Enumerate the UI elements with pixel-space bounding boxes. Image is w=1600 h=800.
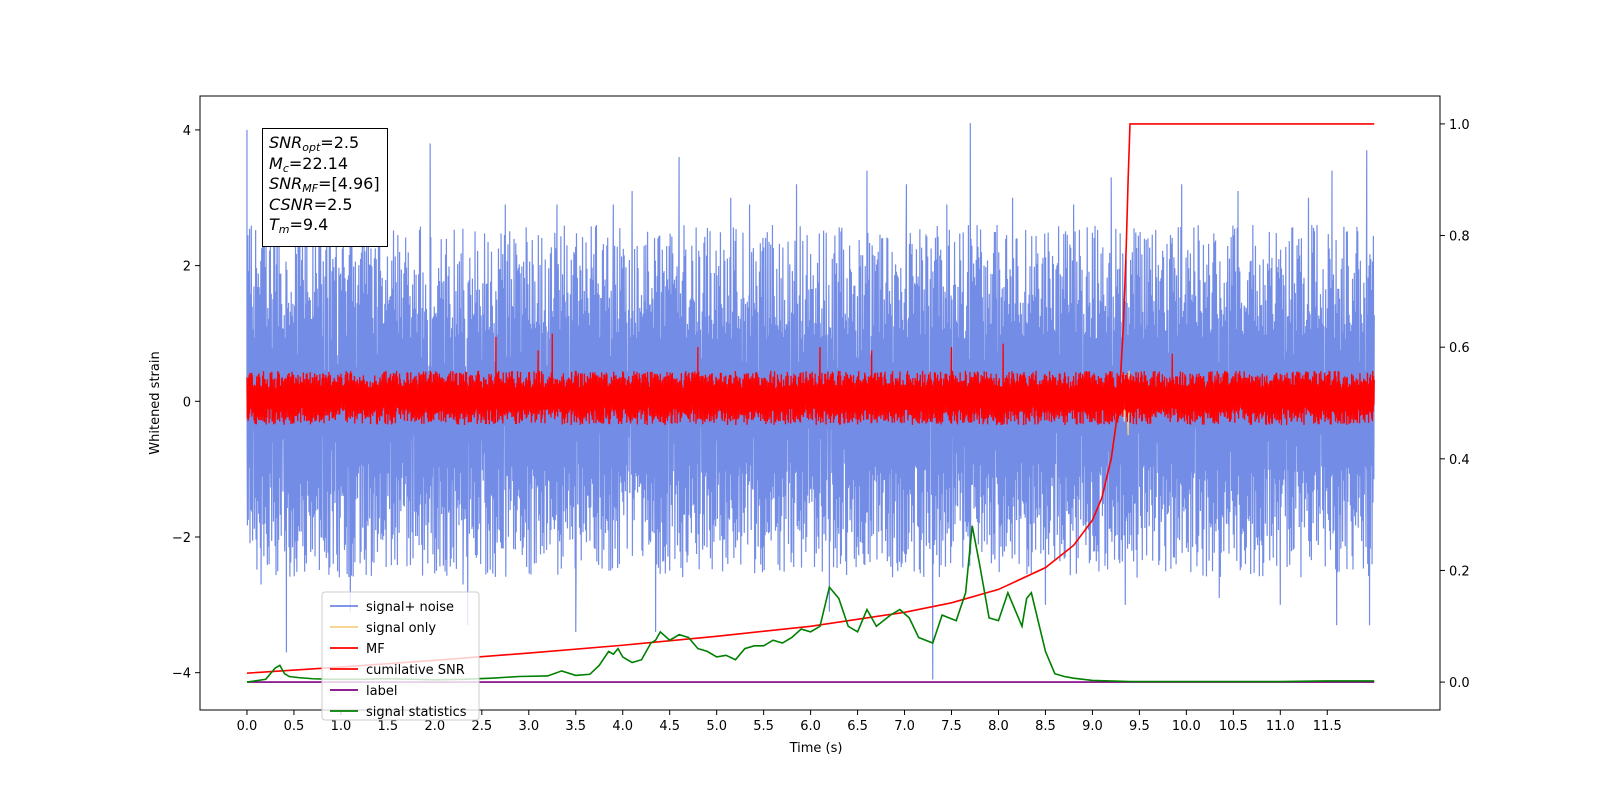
x-tick-label: 1.5 xyxy=(378,719,399,734)
parameter-name: T xyxy=(269,215,279,234)
series-signal-noise xyxy=(246,123,1375,680)
y-left-tick-label: −2 xyxy=(172,531,191,546)
parameter-subscript: MF xyxy=(302,182,319,195)
parameter-name: SNR xyxy=(269,133,303,152)
parameter-subscript: c xyxy=(282,161,289,175)
parameter-line: SNRopt=2.5 xyxy=(269,133,381,154)
x-tick-label: 2.5 xyxy=(471,719,492,734)
y-left-tick-label: 4 xyxy=(183,124,191,139)
legend-label: signal+ noise xyxy=(366,600,454,615)
parameter-name: M xyxy=(269,153,283,173)
parameter-line: Mc=22.14 xyxy=(269,154,381,175)
y-axis-label: Whitened strain xyxy=(148,351,163,454)
x-tick-label: 0.5 xyxy=(284,719,305,734)
x-tick-label: 10.0 xyxy=(1172,719,1201,734)
legend-label: label xyxy=(366,684,397,699)
x-tick-label: 3.5 xyxy=(565,719,586,734)
y-left-tick-label: −4 xyxy=(172,667,191,682)
parameter-subscript: opt xyxy=(302,141,321,154)
plot-frame xyxy=(199,95,1441,711)
y-right-tick-label: 0.2 xyxy=(1449,564,1470,579)
legend: signal+ noise signal only MF cumilative SNR… xyxy=(321,591,480,721)
parameter-line: Tm=9.4 xyxy=(269,215,381,236)
parameter-name: CSNR xyxy=(269,194,314,214)
parameters-box: SNRopt=2.5 Mc=22.14 SNRMF=[4.96] CSNR=2.5 Tm… xyxy=(262,128,388,247)
parameter-value: =[4.96] xyxy=(318,174,380,193)
legend-label: MF xyxy=(366,642,385,657)
x-tick-label: 10.5 xyxy=(1219,719,1248,734)
x-tick-label: 5.5 xyxy=(753,719,774,734)
legend-label: signal statistics xyxy=(366,705,467,720)
legend-box xyxy=(321,591,480,721)
parameter-value: =9.4 xyxy=(289,215,329,234)
y-right-tick-label: 1.0 xyxy=(1449,118,1470,133)
y-left-tick-label: 2 xyxy=(183,260,191,275)
x-tick-label: 11.5 xyxy=(1313,719,1342,734)
parameter-line: CSNR=2.5 xyxy=(269,195,381,216)
parameter-value: =2.5 xyxy=(320,133,360,152)
y-right-tick-label: 0.4 xyxy=(1449,453,1470,468)
x-tick-label: 6.0 xyxy=(800,719,821,734)
x-tick-label: 9.0 xyxy=(1082,719,1103,734)
x-axis: 0.0 0.5 1.0 1.5 2.0 2.5 3.0 3.5 4.0 4.5 5.0 5.5 6.0 6… xyxy=(237,710,1342,734)
series-cumulative-snr xyxy=(246,123,1375,674)
x-tick-label: 8.5 xyxy=(1035,719,1056,734)
parameter-name: SNR xyxy=(269,174,303,193)
legend-label: cumilative SNR xyxy=(366,663,465,678)
parameter-line: SNRMF=[4.96] xyxy=(269,174,381,195)
x-tick-label: 2.0 xyxy=(425,719,446,734)
series-mf xyxy=(246,333,1375,426)
y-right-tick-label: 0.8 xyxy=(1449,230,1470,245)
parameter-value: =22.14 xyxy=(288,153,349,173)
x-tick-label: 4.0 xyxy=(612,719,633,734)
x-tick-label: 0.0 xyxy=(237,719,258,734)
parameter-value: =2.5 xyxy=(313,194,353,214)
x-tick-label: 9.5 xyxy=(1129,719,1150,734)
x-tick-label: 7.5 xyxy=(941,719,962,734)
x-tick-label: 11.0 xyxy=(1266,719,1295,734)
parameter-subscript: m xyxy=(278,223,290,236)
x-tick-label: 8.0 xyxy=(988,719,1009,734)
legend-label: signal only xyxy=(366,621,436,636)
x-axis-label: Time (s) xyxy=(789,741,843,756)
x-tick-label: 1.0 xyxy=(331,719,352,734)
y-axis-left: 4 2 0 −2 −4 xyxy=(172,124,200,682)
x-tick-label: 4.5 xyxy=(659,719,680,734)
x-tick-label: 7.0 xyxy=(894,719,915,734)
x-tick-label: 5.0 xyxy=(706,719,727,734)
y-right-tick-label: 0.0 xyxy=(1449,676,1470,691)
x-tick-label: 6.5 xyxy=(847,719,868,734)
y-left-tick-label: 0 xyxy=(183,395,191,410)
x-tick-label: 3.0 xyxy=(518,719,539,734)
y-axis-right: 1.0 0.8 0.6 0.4 0.2 0.0 xyxy=(1440,118,1470,691)
y-right-tick-label: 0.6 xyxy=(1449,341,1470,356)
